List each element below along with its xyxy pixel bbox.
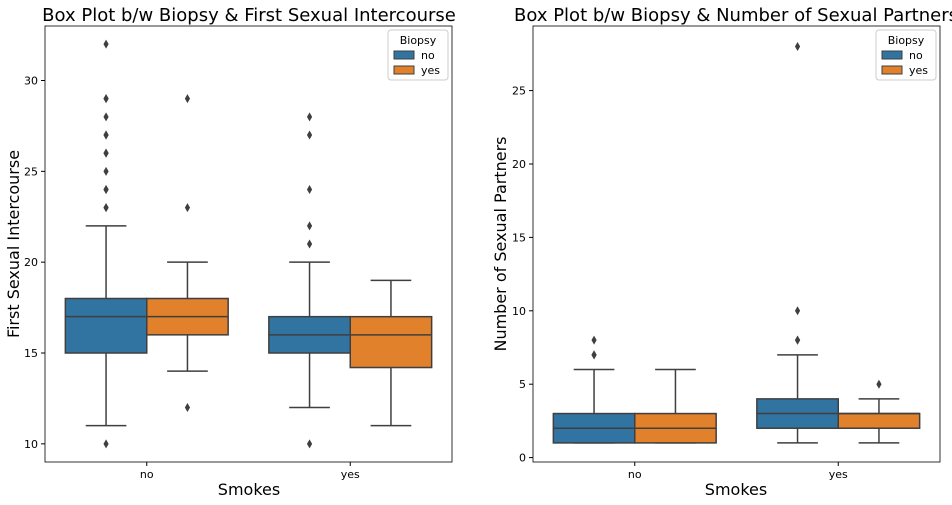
outlier-point <box>794 306 801 316</box>
outlier-point <box>103 130 109 140</box>
x-tick-label: yes <box>341 468 360 481</box>
y-tick-label: 0 <box>519 452 526 465</box>
outlier-point <box>184 94 191 104</box>
outlier-point <box>103 39 109 49</box>
x-tick-label: no <box>140 468 154 481</box>
outlier-point <box>103 148 109 158</box>
box-yes-no <box>146 94 229 412</box>
x-tick-label: yes <box>829 468 848 481</box>
legend-title: Biopsy <box>888 34 925 47</box>
outlier-point <box>306 112 313 122</box>
y-axis-label: Number of Sexual Partners <box>491 136 510 351</box>
outlier-point <box>306 130 313 140</box>
axes-frame <box>44 25 453 463</box>
legend-title: Biopsy <box>400 34 437 47</box>
outlier-point <box>306 221 313 231</box>
y-axis-label: First Sexual Intercourse <box>4 150 23 338</box>
y-tick-label: 15 <box>512 231 526 244</box>
outlier-point <box>103 166 109 176</box>
outlier-point <box>103 203 109 213</box>
box-no-no <box>64 39 148 449</box>
box-yes-yes <box>349 279 433 427</box>
x-tick-label: no <box>628 468 642 481</box>
box-yes-no <box>634 368 717 444</box>
x-axis-label: Smokes <box>705 480 767 499</box>
box-body <box>349 315 433 369</box>
y-tick-label: 10 <box>24 438 38 451</box>
box-no-yes <box>268 112 352 449</box>
box-yes-yes <box>837 379 921 444</box>
outlier-point <box>103 94 109 104</box>
outlier-point <box>591 350 597 360</box>
outlier-point <box>184 203 191 213</box>
outlier-point <box>876 379 882 389</box>
y-tick-label: 20 <box>512 158 526 171</box>
legend-swatch-yes <box>881 65 903 75</box>
legend-label-no: no <box>909 49 923 62</box>
outlier-point <box>306 439 313 449</box>
y-tick-label: 20 <box>24 256 38 269</box>
outlier-point <box>794 42 801 52</box>
chart-1: Box Plot b/w Biopsy & First Sexual Inter… <box>4 5 456 499</box>
y-tick-label: 10 <box>512 305 526 318</box>
outlier-point <box>794 335 801 345</box>
outlier-point <box>103 185 109 194</box>
box-no-yes <box>756 42 839 444</box>
box-no-no <box>552 335 636 444</box>
outlier-point <box>103 112 109 122</box>
outlier-point <box>591 335 597 345</box>
legend-swatch-yes <box>393 65 415 75</box>
y-tick-label: 25 <box>512 85 526 98</box>
legend-label-yes: yes <box>421 64 440 77</box>
axes-frame <box>532 25 941 463</box>
box-body <box>64 297 148 354</box>
legend: Biopsy no yes <box>387 29 449 81</box>
legend-swatch-no <box>393 50 415 60</box>
y-tick-label: 30 <box>24 75 38 88</box>
y-tick-label: 5 <box>519 378 526 391</box>
chart-title: Box Plot b/w Biopsy & First Sexual Inter… <box>42 5 456 26</box>
y-tick-label: 25 <box>24 165 38 178</box>
outlier-point <box>306 185 313 194</box>
legend-label-no: no <box>421 49 435 62</box>
outlier-point <box>184 403 191 412</box>
legend-swatch-no <box>881 50 903 60</box>
chart-2: Box Plot b/w Biopsy & Number of Sexual P… <box>491 5 952 499</box>
outlier-point <box>306 239 313 249</box>
box-body <box>837 412 921 429</box>
outlier-point <box>103 439 109 449</box>
chart-title: Box Plot b/w Biopsy & Number of Sexual P… <box>514 5 952 26</box>
legend-label-yes: yes <box>909 64 928 77</box>
y-tick-label: 15 <box>24 347 38 360</box>
x-axis-label: Smokes <box>218 480 280 499</box>
legend: Biopsy no yes <box>875 29 937 81</box>
